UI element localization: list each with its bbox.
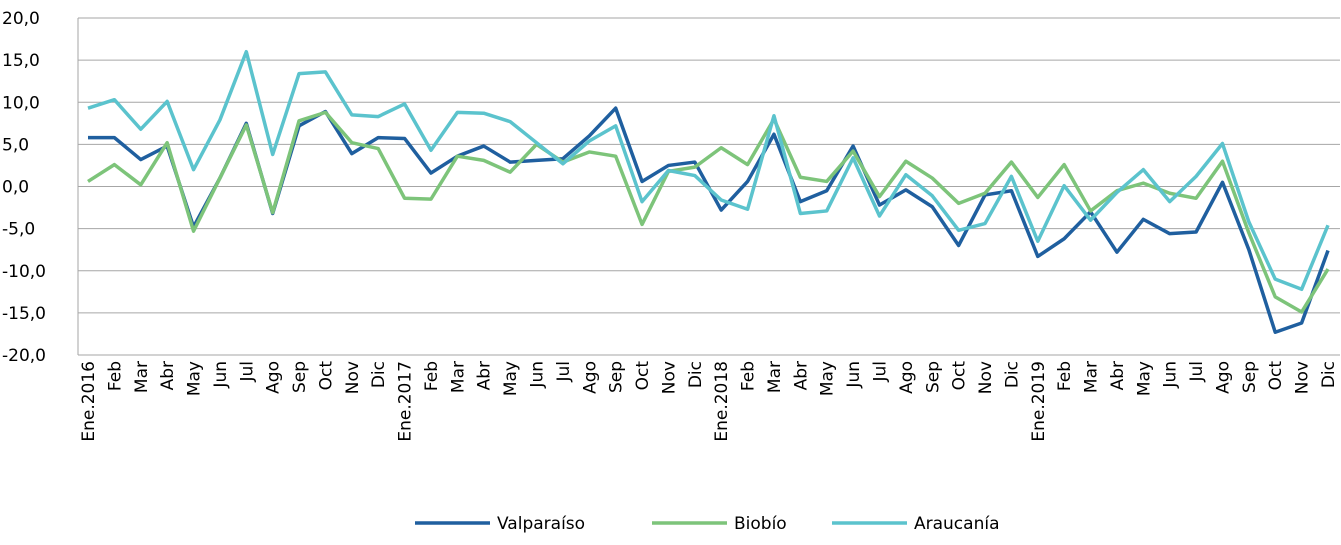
x-tick-label: Ago: [580, 361, 600, 394]
y-tick-label: 20,0: [2, 9, 40, 29]
x-tick-label: Mar: [1082, 361, 1102, 393]
x-tick-label: Feb: [1055, 361, 1075, 391]
x-tick-label: Ago: [897, 361, 917, 394]
x-tick-label: May: [1134, 361, 1154, 396]
x-tick-label: Dic: [369, 361, 389, 388]
x-tick-label: Sep: [290, 361, 310, 393]
x-tick-label: Ene.2018: [712, 361, 732, 442]
x-tick-label: Jul: [554, 361, 574, 383]
x-tick-label: Sep: [607, 361, 627, 393]
x-tick-label: May: [185, 361, 205, 396]
y-tick-label: -5,0: [2, 220, 35, 240]
x-tick-label: Oct: [950, 361, 970, 391]
series-line: [87, 110, 1330, 314]
x-tick-label: Abr: [1108, 361, 1128, 390]
x-tick-label: Feb: [422, 361, 442, 391]
x-tick-label: Jun: [528, 361, 548, 389]
y-tick-label: -20,0: [2, 346, 46, 366]
x-tick-label: Abr: [475, 361, 495, 390]
x-tick-label: Nov: [1293, 361, 1313, 394]
x-tick-label: Dic: [1319, 361, 1339, 388]
x-tick-label: May: [501, 361, 521, 396]
x-tick-label: Jul: [870, 361, 890, 383]
x-tick-label: Nov: [976, 361, 996, 394]
y-tick-label: 0,0: [2, 178, 29, 198]
legend-label: Araucanía: [914, 514, 1000, 534]
x-tick-label: Mar: [765, 361, 785, 393]
x-tick-label: Ago: [264, 361, 284, 394]
series-line: [87, 49, 1330, 292]
y-tick-label: -15,0: [2, 304, 46, 324]
x-tick-label: Nov: [659, 361, 679, 394]
x-tick-label: Dic: [1002, 361, 1022, 388]
x-tick-label: Ene.2019: [1029, 361, 1049, 442]
x-tick-label: Abr: [791, 361, 811, 390]
x-tick-label: Feb: [105, 361, 125, 391]
x-tick-label: Oct: [633, 361, 653, 391]
series-line: [88, 106, 1330, 335]
y-tick-label: 15,0: [2, 51, 40, 71]
x-tick-label: Jul: [237, 361, 257, 383]
y-tick-label: 10,0: [2, 93, 40, 113]
x-tick-label: Jun: [211, 361, 231, 389]
x-tick-label: Ene.2017: [396, 361, 416, 442]
x-tick-label: Jun: [844, 361, 864, 389]
x-tick-label: Jun: [1161, 361, 1181, 389]
x-tick-label: Dic: [686, 361, 706, 388]
x-tick-label: Sep: [923, 361, 943, 393]
x-tick-label: Ene.2016: [79, 361, 99, 442]
y-tick-label: 5,0: [2, 135, 29, 155]
legend-label: Biobío: [734, 514, 787, 534]
x-tick-label: Ago: [1213, 361, 1233, 394]
legend-label: Valparaíso: [497, 514, 585, 534]
x-tick-label: Mar: [132, 361, 152, 393]
x-tick-label: Oct: [1266, 361, 1286, 391]
x-tick-label: May: [818, 361, 838, 396]
y-tick-label: -10,0: [2, 262, 46, 282]
x-tick-label: Sep: [1240, 361, 1260, 393]
x-tick-label: Abr: [158, 361, 178, 390]
x-tick-label: Oct: [316, 361, 336, 391]
x-tick-label: Jul: [1187, 361, 1207, 383]
x-tick-label: Feb: [739, 361, 759, 391]
x-tick-label: Mar: [448, 361, 468, 393]
x-tick-label: Nov: [343, 361, 363, 394]
